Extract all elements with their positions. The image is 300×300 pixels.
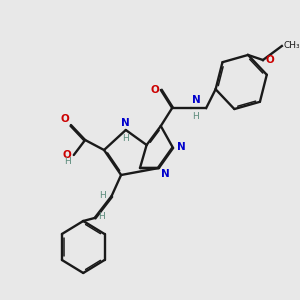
Text: O: O — [151, 85, 159, 95]
Text: H: H — [122, 134, 129, 142]
Text: H: H — [98, 212, 105, 221]
Text: H: H — [193, 112, 199, 121]
Text: H: H — [99, 191, 106, 200]
Text: O: O — [265, 55, 274, 65]
Text: N: N — [122, 118, 130, 128]
Text: N: N — [193, 95, 201, 105]
Text: O: O — [62, 150, 71, 160]
Text: CH₃: CH₃ — [283, 41, 300, 50]
Text: N: N — [161, 169, 170, 179]
Text: H: H — [64, 157, 71, 166]
Text: N: N — [176, 142, 185, 152]
Text: O: O — [61, 113, 70, 124]
